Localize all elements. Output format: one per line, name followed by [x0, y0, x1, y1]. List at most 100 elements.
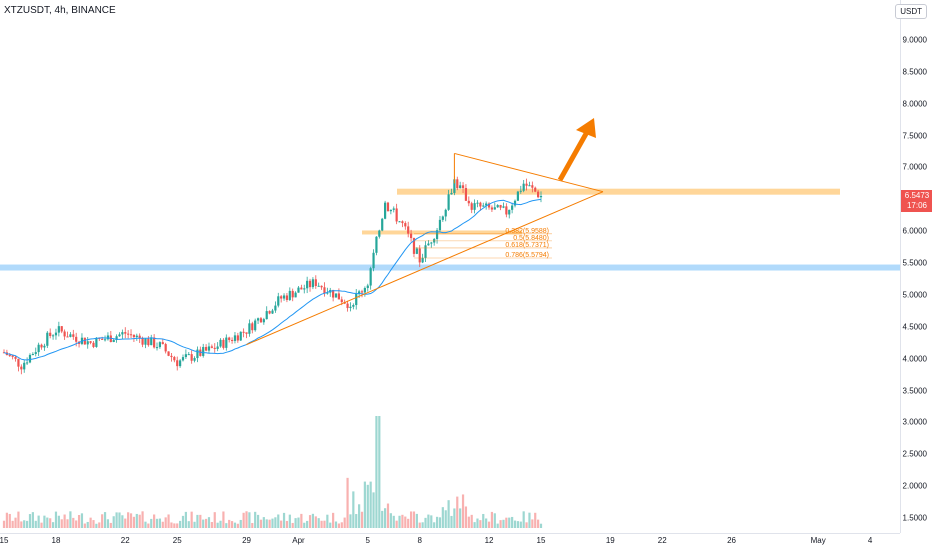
volume-bar	[421, 522, 424, 528]
candle-body	[63, 331, 66, 337]
volume-bar	[485, 518, 488, 528]
candle-body	[381, 218, 384, 231]
candle-body	[294, 292, 297, 298]
price-tick-label: 7.5000	[902, 131, 927, 141]
volume-bar	[508, 517, 511, 528]
chart-area[interactable]: 0.382(5.9588) 0.5(5.8480) 0.618(5.7371) 0.7…	[0, 0, 900, 533]
candle-body	[103, 339, 107, 341]
candle-body	[256, 318, 260, 321]
volume-bar	[127, 512, 130, 528]
candle-body	[28, 354, 32, 363]
volume-bar	[23, 520, 26, 528]
candle-body	[511, 205, 514, 210]
price-tick-label: 6.0000	[902, 226, 927, 236]
candle-body	[389, 209, 392, 212]
candle-body	[444, 209, 447, 217]
volume-bar	[314, 516, 317, 528]
volume-bar	[17, 511, 20, 528]
fib-level-label: 0.618(5.7371)	[505, 242, 549, 249]
volume-bar	[332, 512, 335, 528]
candle-body	[216, 346, 219, 349]
volume-bar	[280, 520, 283, 528]
volume-bar	[482, 513, 485, 528]
volume-bar	[427, 514, 430, 528]
time-tick-label: 8	[417, 536, 422, 545]
volume-bar	[288, 514, 291, 528]
volume-bar	[337, 523, 341, 528]
volume-bar	[89, 517, 92, 528]
volume-bar	[37, 515, 40, 528]
symbol-label[interactable]: XTZUSDT, 4h, BINANCE	[4, 5, 116, 16]
volume-bar	[343, 517, 346, 528]
price-axis[interactable]: USDT 9.00008.50008.00007.50007.00006.500…	[895, 0, 932, 533]
candle-body	[482, 205, 485, 207]
candle-body	[228, 337, 231, 340]
volume-bar	[291, 522, 294, 528]
candle-body	[60, 326, 63, 332]
currency-badge[interactable]: USDT	[895, 4, 927, 19]
volume-bar	[294, 518, 297, 528]
volume-bar	[268, 519, 271, 528]
volume-bar	[383, 508, 387, 528]
candle-body	[539, 195, 543, 198]
volume-bar	[303, 522, 306, 528]
volume-bar	[25, 520, 29, 528]
candle-body	[360, 291, 364, 293]
volume-bar	[190, 511, 193, 528]
candle-body	[311, 279, 315, 288]
volume-bar	[60, 519, 63, 528]
volume-bar	[242, 512, 245, 528]
candle-body	[395, 208, 398, 222]
volume-bar	[300, 513, 303, 528]
chart-canvas[interactable]: 0.382(5.9588)0.5(5.8480)0.618(5.7371) 0.7…	[0, 0, 900, 533]
volume-bar	[262, 517, 265, 528]
volume-bar	[398, 515, 401, 528]
candle-body	[375, 236, 378, 253]
candle-body	[132, 334, 136, 338]
volume-bar	[196, 514, 199, 528]
candle-body	[441, 216, 444, 220]
volume-bar	[181, 515, 185, 528]
candle-body	[314, 279, 317, 286]
time-axis[interactable]: 15 18 22 25 29 Apr 5 8 12 15 19 22 26 May 4	[0, 533, 900, 551]
time-tick-label: 25	[172, 536, 182, 545]
candle-body	[153, 337, 156, 348]
volume-bar	[161, 521, 164, 528]
volume-bar	[360, 511, 364, 528]
candle-body	[83, 337, 86, 345]
candle-body	[14, 356, 17, 359]
volume-bar	[228, 519, 231, 528]
volume-bar	[326, 514, 329, 528]
candle-body	[352, 305, 355, 307]
volume-bar	[479, 520, 482, 528]
candle-body	[66, 336, 69, 338]
volume-bar	[138, 514, 141, 528]
candle-body	[254, 320, 257, 331]
volume-bar	[103, 512, 107, 528]
price-tick-label: 8.0000	[902, 99, 927, 109]
candle-body	[300, 287, 303, 290]
volume-bar	[106, 519, 110, 528]
candle-body	[242, 331, 245, 333]
candle-body	[101, 338, 104, 340]
candle-body	[464, 188, 468, 201]
price-tick-label: 1.5000	[902, 513, 927, 523]
volume-bar	[323, 520, 326, 528]
candle-body	[213, 347, 216, 349]
candle-body	[51, 335, 55, 337]
candle-body	[280, 296, 283, 299]
volume-bar	[285, 520, 289, 528]
candle-body	[173, 357, 176, 361]
candle-body	[8, 355, 11, 357]
volume-bar	[135, 513, 138, 528]
volume-bar	[441, 507, 444, 528]
volume-bar	[193, 521, 196, 528]
volume-bar	[150, 518, 153, 528]
volume-bar	[144, 521, 147, 528]
volume-bar	[522, 511, 525, 528]
volume-bar	[418, 522, 421, 528]
candle-body	[233, 335, 237, 341]
volume-bar	[251, 523, 254, 528]
volume-bar	[496, 523, 499, 528]
volume-bar	[153, 514, 156, 528]
